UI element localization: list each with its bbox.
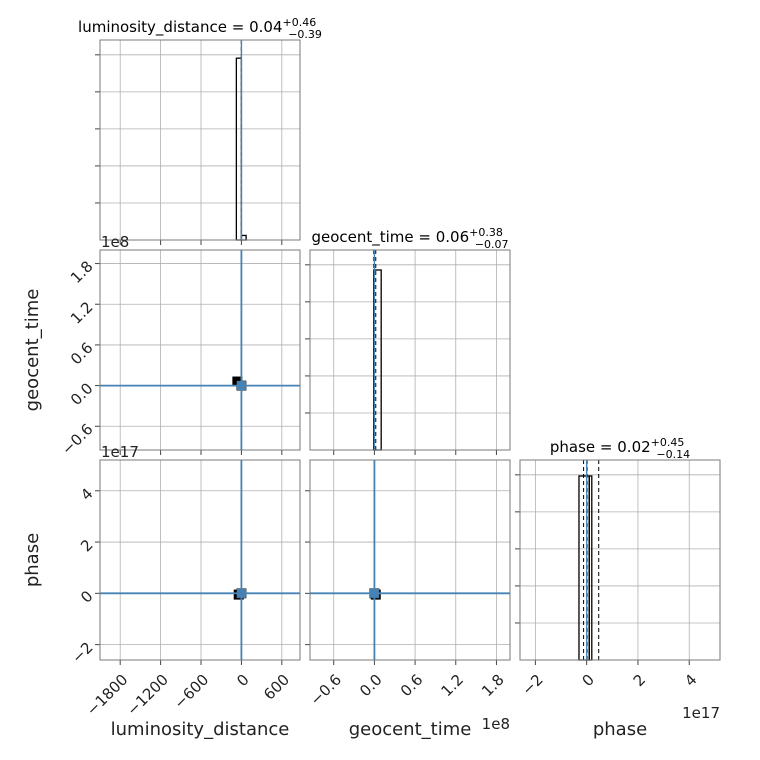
y-offset-label: 1e17	[101, 443, 139, 461]
panel-frame	[309, 249, 511, 451]
panel-frame	[99, 39, 301, 241]
x-tick-label: 600	[260, 671, 293, 704]
x-tick-label: 0.6	[397, 671, 427, 701]
x-tick-label: −1200	[123, 671, 172, 720]
panel-2d-geocent-phase	[305, 459, 511, 665]
x-tick-label: 0.0	[356, 671, 386, 701]
y-tick-label: 0	[77, 587, 96, 606]
x-tick-label: −1800	[83, 671, 132, 720]
title-sup: +0.46	[283, 16, 317, 29]
y-axis-label: geocent_time	[22, 289, 43, 412]
x-axis-label: luminosity_distance	[111, 719, 290, 740]
y-offset-label: 1e8	[101, 233, 129, 251]
hist-title: phase = 0.02+0.45 −0.14	[550, 436, 690, 461]
panel-frame	[309, 459, 511, 661]
title-sup: +0.45	[651, 436, 685, 449]
title-sup: +0.38	[469, 226, 503, 239]
title-sub: −0.14	[656, 448, 690, 461]
y-tick-label: 1.2	[67, 298, 97, 328]
hist-bar	[578, 475, 590, 661]
x-tick-label: −2	[518, 671, 546, 699]
panel-hist-luminosity-distance	[95, 39, 301, 245]
title-main: geocent_time = 0.06	[311, 228, 469, 247]
hist-title: geocent_time = 0.06+0.38 −0.07	[311, 226, 508, 251]
hist-bar	[240, 234, 247, 241]
y-tick-label: 4	[77, 485, 96, 504]
title-main: phase = 0.02	[550, 438, 651, 456]
title-sub: −0.07	[475, 238, 509, 251]
x-axis-label: geocent_time	[349, 719, 472, 740]
x-axis-label: phase	[593, 719, 647, 740]
panel-frame	[519, 459, 721, 661]
y-tick-label: 0.6	[67, 339, 97, 369]
truth-marker	[236, 381, 246, 391]
x-tick-label: −600	[170, 671, 212, 713]
hist-bar	[235, 57, 243, 241]
y-tick-label: 0.0	[67, 379, 97, 409]
panel-hist-geocent-time	[305, 249, 511, 455]
labels-layer: luminosity_distance = 0.04+0.46 −0.39 geoc…	[22, 16, 720, 740]
x-tick-label: 0	[233, 671, 252, 690]
x-tick-label: 1.2	[437, 671, 467, 701]
title-sub: −0.39	[288, 28, 322, 41]
panel-2d-luminosity-geocent	[95, 249, 301, 455]
x-tick-label: 2	[630, 671, 649, 690]
hist-title: luminosity_distance = 0.04+0.46 −0.39	[78, 16, 322, 41]
panel-frame	[99, 249, 301, 451]
y-axis-label: phase	[22, 533, 43, 587]
x-tick-label: 1.8	[478, 671, 508, 701]
y-tick-label: 1.8	[67, 257, 97, 287]
panel-2d-luminosity-phase	[95, 459, 301, 665]
title-main: luminosity_distance = 0.04	[78, 18, 282, 37]
x-tick-label: −0.6	[307, 671, 345, 709]
x-tick-label: 4	[681, 671, 700, 690]
truth-marker	[236, 588, 246, 598]
x-offset-label: 1e8	[482, 715, 510, 733]
truth-marker	[369, 588, 379, 598]
panel-hist-phase	[515, 459, 721, 665]
x-tick-label: 0	[579, 671, 598, 690]
panel-frame	[99, 459, 301, 661]
x-offset-label: 1e17	[682, 704, 720, 722]
y-tick-label: −2	[68, 638, 96, 666]
y-tick-label: 2	[77, 536, 96, 555]
hist-bar	[588, 475, 593, 661]
y-tick-label: −0.6	[58, 420, 96, 458]
